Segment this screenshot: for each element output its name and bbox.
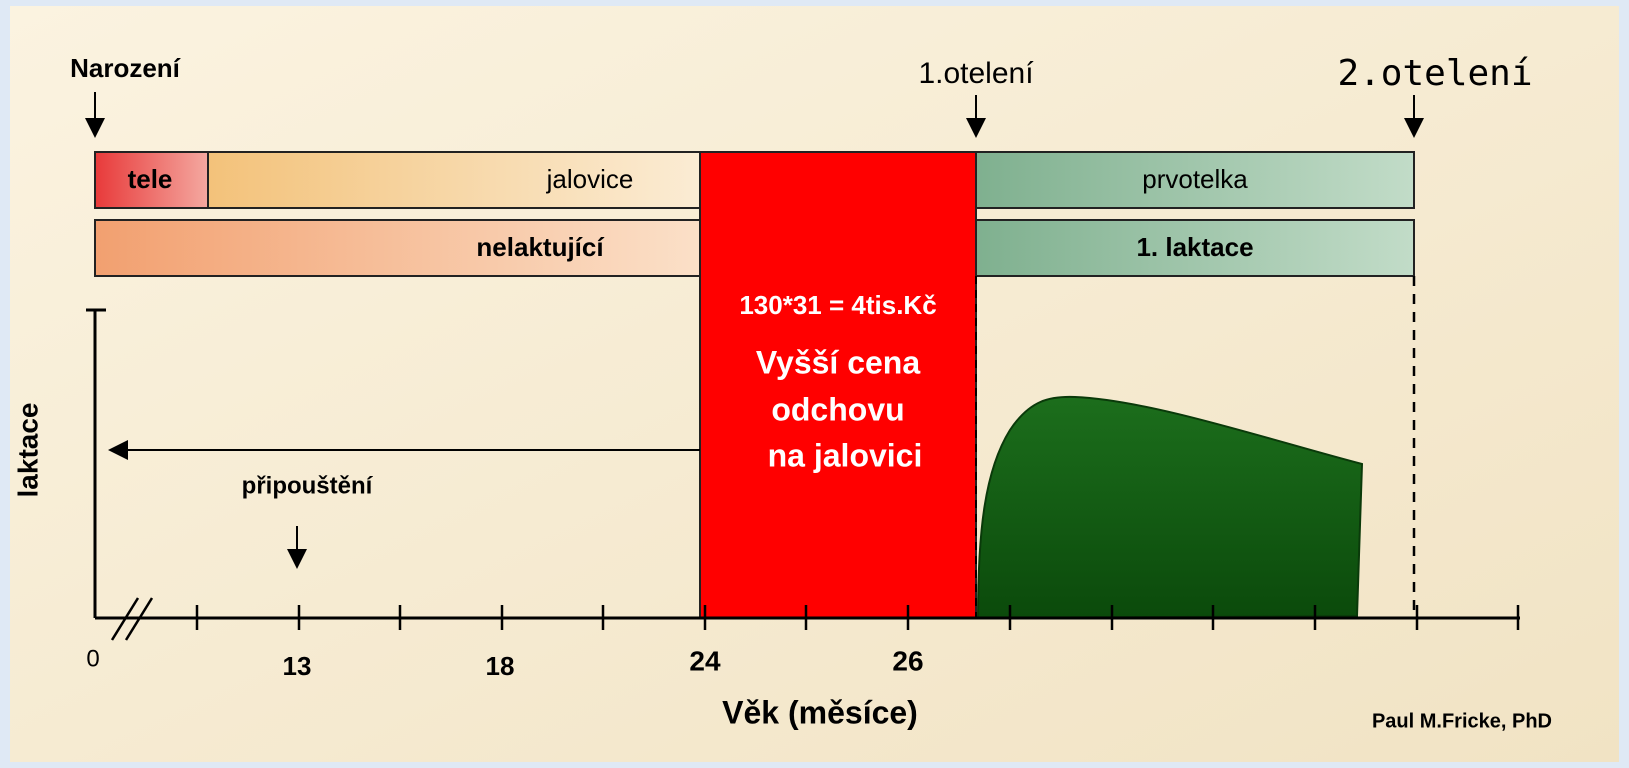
bar-label: tele [128, 164, 173, 194]
credit: Paul M.Fricke, PhD [1372, 710, 1552, 732]
primiparous-bar [975, 151, 1415, 209]
x-tick-label: 24 [689, 645, 721, 676]
first-calving-label: 1.otelení [918, 57, 1034, 90]
axis-break [110, 597, 154, 641]
bar-label: 1. laktace [1136, 232, 1253, 262]
highlight-text: odchovu [771, 391, 904, 427]
highlight-text: Vyšší cena [756, 344, 920, 380]
birth-label: Narození [70, 53, 181, 83]
bar-label: nelaktující [476, 232, 604, 262]
x-axis-title: Věk (měsíce) [722, 694, 918, 730]
x-tick-label: 0 [86, 645, 99, 672]
x-ticks [195, 605, 1520, 630]
x-tick-label: 13 [283, 651, 312, 681]
x-tick-label: 26 [892, 645, 923, 676]
y-axis-label: laktace [12, 403, 43, 498]
x-tick-label: 18 [486, 651, 515, 681]
heifer-bar [207, 151, 701, 209]
bar-label: jalovice [546, 164, 634, 194]
formula: 130*31 = 4tis.Kč [739, 290, 936, 320]
second-calving-label: 2.otelení [1337, 53, 1532, 94]
lactation-curve [976, 395, 1364, 620]
highlight-block [699, 151, 977, 619]
breeding-label: připouštění [242, 472, 374, 499]
highlight-text: na jalovici [768, 437, 923, 473]
lactation-bar [975, 219, 1415, 277]
non-lactating-bar [94, 219, 701, 277]
bar-label: prvotelka [1142, 164, 1248, 194]
